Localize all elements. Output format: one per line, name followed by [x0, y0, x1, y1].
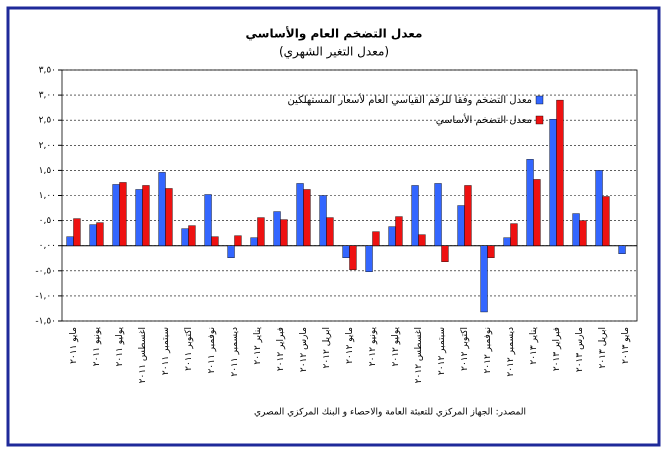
bar	[342, 245, 350, 258]
bar	[510, 223, 518, 246]
bar	[319, 195, 327, 246]
bar	[579, 220, 587, 246]
bar	[227, 245, 235, 258]
bar	[257, 217, 265, 246]
bar	[280, 219, 288, 246]
legend-label: معدل التضخم وفقا للرقم القياسي العام لأس…	[287, 93, 532, 106]
x-tick-label: مايو ٢٠١٣	[621, 327, 631, 364]
x-tick-label: يوليو ٢٠١١	[115, 327, 125, 367]
bar	[411, 185, 419, 246]
x-tick-label: مايو ٢٠١١	[69, 327, 79, 364]
bar	[572, 213, 580, 246]
y-tick-label: ٢,٥٠	[39, 116, 56, 126]
bar	[372, 231, 380, 246]
bar	[303, 189, 311, 246]
x-tick-label: اكتوبر ٢٠١١	[184, 327, 194, 371]
y-tick-label: ٣,٠٠	[39, 91, 56, 101]
bar	[158, 172, 166, 246]
bar	[211, 236, 219, 246]
chart-subtitle: (معدل التغير الشهري)	[279, 45, 389, 60]
bar	[441, 245, 449, 262]
x-tick-label: يناير ٢٠١٢	[253, 327, 263, 365]
x-tick-label: مايو ٢٠١٢	[345, 327, 355, 364]
bar	[434, 183, 442, 246]
bar	[480, 245, 488, 313]
bar	[349, 245, 357, 270]
x-tick-label: اغسطس ٢٠١١	[138, 327, 148, 383]
bar	[142, 185, 150, 246]
source: المصدر: الجهاز المركزي للتعبئة العامة وا…	[254, 408, 526, 418]
bar	[326, 217, 334, 246]
x-tick-label: نوفمبر ٢٠١١	[207, 327, 217, 374]
x-tick-label: ديسمبر ٢٠١٢	[506, 327, 516, 377]
bar	[526, 159, 534, 246]
y-tick-label: -١,٠٠	[35, 291, 56, 301]
y-tick-label: ٠,٥٠	[39, 216, 56, 226]
bar	[549, 118, 557, 246]
bar	[556, 99, 564, 246]
x-tick-label: اغسطس ٢٠١٢	[414, 327, 424, 383]
y-tick-label: -٠,٥٠	[35, 266, 56, 276]
bar	[457, 205, 465, 246]
y-tick-label: ١,٠٠	[39, 191, 56, 201]
bar	[595, 170, 603, 246]
x-tick-label: ابريل ٢٠١٢	[322, 327, 332, 369]
bar	[204, 194, 212, 246]
x-tick-label: ابريل ٢٠١٣	[598, 327, 608, 369]
bar	[296, 183, 304, 246]
y-tick-label: ٣,٥٠	[39, 66, 56, 76]
x-tick-label: يونيو ٢٠١٢	[368, 327, 378, 367]
bar	[533, 179, 541, 246]
x-tick-label: سبتمبر ٢٠١٢	[437, 327, 447, 375]
x-tick-label: ديسمبر ٢٠١١	[230, 327, 240, 377]
bar	[165, 188, 173, 246]
x-tick-label: يناير ٢٠١٣	[529, 327, 539, 365]
bar	[395, 216, 403, 246]
legend-label: معدل التضخم الأساسي	[436, 113, 532, 126]
y-tick-label: ٠,٠٠	[39, 241, 56, 251]
bar	[89, 224, 97, 246]
x-tick-label: فبراير ٢٠١٣	[552, 327, 562, 371]
bar	[503, 237, 511, 246]
bar	[66, 236, 74, 246]
x-tick-label: يونيو ٢٠١١	[92, 327, 102, 367]
bar	[188, 225, 196, 246]
bar	[602, 196, 610, 246]
bar	[487, 245, 495, 258]
bar	[112, 184, 120, 246]
bar	[365, 245, 373, 273]
bar	[464, 185, 472, 246]
bar	[250, 237, 258, 246]
bar	[135, 189, 143, 246]
x-tick-label: نوفمبر ٢٠١٢	[483, 327, 493, 374]
x-tick-label: مارس ٢٠١٣	[575, 327, 585, 372]
bar	[73, 218, 81, 246]
x-tick-label: يوليو ٢٠١٢	[391, 327, 401, 367]
bar	[181, 228, 189, 246]
bar	[234, 235, 242, 246]
bar	[388, 226, 396, 246]
x-tick-label: مارس ٢٠١٢	[299, 327, 309, 372]
bar	[119, 182, 127, 246]
bar	[96, 222, 104, 246]
legend-swatch	[535, 95, 544, 105]
x-tick-label: سبتمبر ٢٠١١	[161, 327, 171, 375]
x-tick-label: اكتوبر ٢٠١٢	[460, 327, 470, 371]
y-tick-label: -١,٥٠	[35, 317, 56, 327]
bar	[418, 234, 426, 246]
x-tick-label: فبراير ٢٠١٢	[276, 327, 286, 371]
y-tick-label: ٢,٠٠	[39, 141, 56, 151]
bar	[273, 211, 281, 246]
chart-title: معدل التضخم العام والأساسي	[246, 26, 423, 42]
bar	[618, 245, 626, 254]
legend-swatch	[535, 115, 544, 125]
y-tick-label: ١,٥٠	[39, 166, 56, 176]
